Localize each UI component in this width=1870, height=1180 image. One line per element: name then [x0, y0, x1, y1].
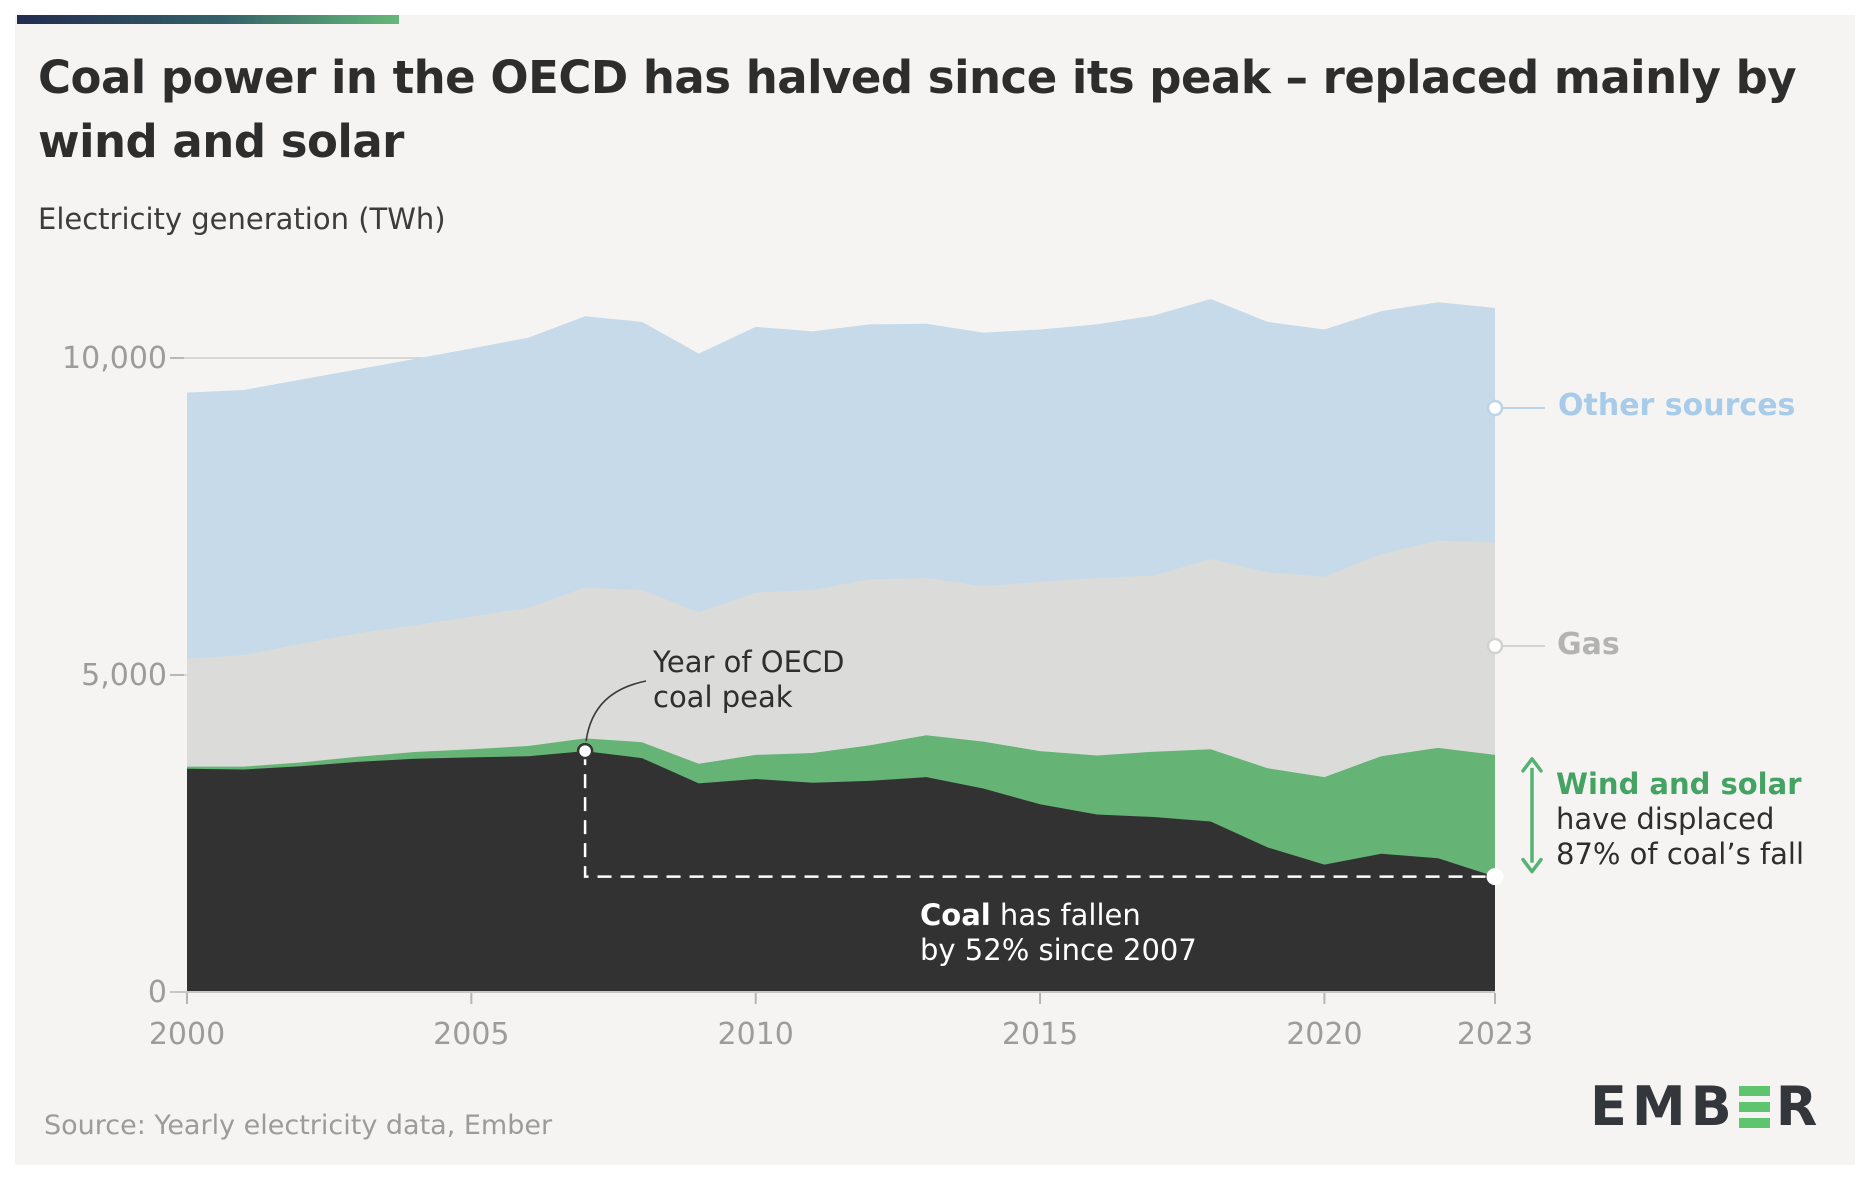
- logo-green-e-icon: [1738, 1086, 1770, 1128]
- chart-subtitle: Electricity generation (TWh): [38, 202, 446, 236]
- coal-peak-annotation: Year of OECD coal peak: [653, 645, 845, 714]
- svg-text:2005: 2005: [433, 1017, 509, 1052]
- svg-text:10,000: 10,000: [62, 341, 167, 376]
- title-line2: wind and solar: [38, 115, 404, 168]
- logo-text-end: R: [1775, 1075, 1823, 1138]
- coal-fallen-annotation: Coal has fallen by 52% since 2007: [920, 898, 1197, 967]
- gas-label: Gas: [1557, 627, 1620, 662]
- svg-text:2000: 2000: [149, 1017, 225, 1052]
- svg-text:2020: 2020: [1286, 1017, 1362, 1052]
- svg-text:5,000: 5,000: [81, 658, 167, 693]
- other-sources-label: Other sources: [1558, 388, 1796, 423]
- svg-text:2023: 2023: [1457, 1017, 1533, 1052]
- svg-text:2015: 2015: [1002, 1017, 1078, 1052]
- wind-solar-annotation: Wind and solar have displaced 87% of coal’…: [1556, 767, 1805, 871]
- title-line1: Coal power in the OECD has halved since …: [38, 51, 1797, 104]
- page-title: Coal power in the OECD has halved since …: [38, 46, 1838, 174]
- brand-gradient-bar: [17, 15, 399, 24]
- coal-word: Coal: [920, 898, 991, 932]
- logo-text-start: EMB: [1590, 1075, 1737, 1138]
- source-credit: Source: Yearly electricity data, Ember: [44, 1110, 553, 1141]
- ember-logo: EMB R: [1590, 1075, 1823, 1138]
- svg-text:2010: 2010: [718, 1017, 794, 1052]
- svg-text:0: 0: [148, 975, 167, 1010]
